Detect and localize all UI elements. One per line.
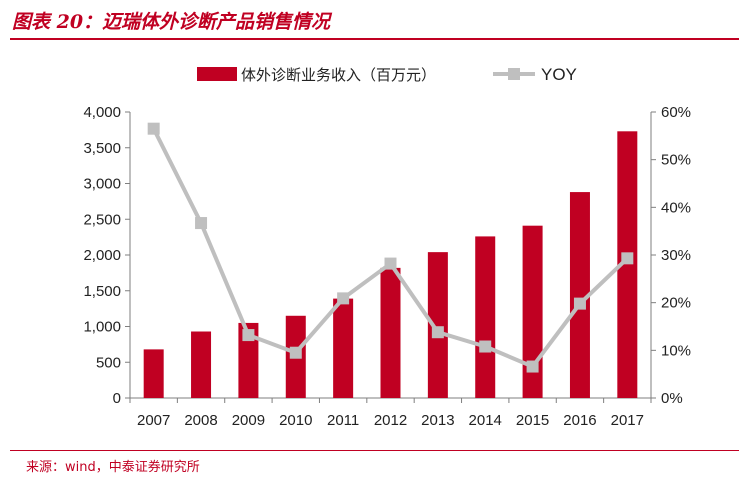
yoy-marker [147, 122, 160, 135]
yoy-marker [384, 257, 397, 270]
left-axis-tick-label: 3,000 [83, 176, 121, 193]
x-axis-tick-label: 2017 [611, 412, 644, 429]
yoy-marker [289, 346, 302, 359]
yoy-marker [431, 326, 444, 339]
yoy-marker [621, 252, 634, 265]
x-axis-tick-label: 2011 [327, 412, 359, 429]
x-axis-tick-label: 2015 [516, 412, 549, 429]
title-divider [10, 38, 739, 40]
revenue-bar [569, 192, 590, 398]
right-axis-tick-label: 30% [661, 247, 691, 264]
revenue-bar [143, 349, 164, 398]
left-axis-tick-label: 2,000 [83, 247, 121, 264]
revenue-bar [333, 298, 354, 398]
revenue-bar [522, 225, 543, 398]
left-axis-tick-label: 4,000 [83, 104, 121, 121]
yoy-marker [242, 329, 255, 342]
legend-swatch-yoy-marker [508, 68, 520, 80]
x-axis-tick-label: 2010 [279, 412, 312, 429]
x-axis-tick-label: 2012 [374, 412, 407, 429]
left-axis-tick-label: 0 [113, 390, 121, 407]
x-axis-tick-label: 2008 [184, 412, 217, 429]
revenue-bar [475, 236, 496, 398]
x-axis-tick-label: 2014 [469, 412, 502, 429]
legend-label-revenue: 体外诊断业务收入（百万元） [241, 66, 436, 84]
right-axis-tick-label: 50% [661, 152, 691, 169]
x-axis-tick-label: 2007 [137, 412, 170, 429]
revenue-bar [427, 252, 448, 398]
left-axis-tick-label: 500 [96, 354, 121, 371]
yoy-marker [479, 340, 492, 353]
yoy-marker [195, 217, 208, 230]
revenue-bar [380, 267, 401, 398]
source-note: 来源：wind，中泰证券研究所 [26, 460, 200, 475]
left-axis-tick-label: 2,500 [83, 211, 121, 228]
revenue-bar [191, 331, 212, 398]
left-axis-tick-label: 3,500 [83, 140, 121, 157]
revenue-bar [238, 322, 259, 398]
yoy-marker [337, 292, 350, 305]
figure-title: 图表 20：迈瑞体外诊断产品销售情况 [12, 11, 331, 33]
legend-label-yoy: YOY [541, 65, 577, 84]
x-axis-tick-label: 2009 [232, 412, 265, 429]
revenue-bar [617, 131, 638, 398]
right-axis-tick-label: 0% [661, 390, 683, 407]
right-axis-tick-label: 40% [661, 199, 691, 216]
source-divider [10, 450, 739, 451]
yoy-marker [526, 360, 539, 373]
x-axis-tick-label: 2013 [421, 412, 454, 429]
left-axis-tick-label: 1,500 [83, 283, 121, 300]
right-axis-tick-label: 60% [661, 104, 691, 121]
yoy-marker [573, 297, 586, 310]
right-axis-tick-label: 10% [661, 342, 691, 359]
legend-swatch-revenue [197, 67, 237, 81]
left-axis-tick-label: 1,000 [83, 319, 121, 336]
x-axis-tick-label: 2016 [563, 412, 596, 429]
right-axis-tick-label: 20% [661, 295, 691, 312]
